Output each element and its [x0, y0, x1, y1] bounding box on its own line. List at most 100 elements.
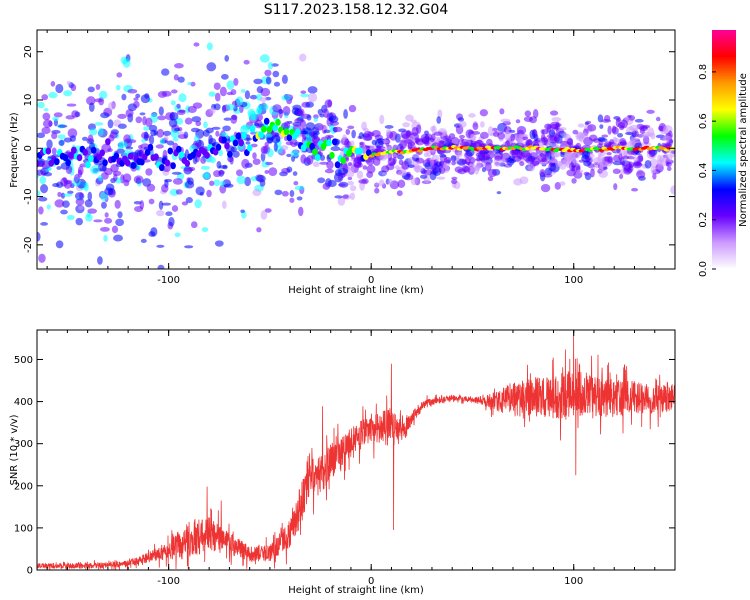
spectrogram-cell [544, 167, 553, 176]
spectrogram-ridge-cell [71, 146, 77, 154]
spectrogram-cell [401, 161, 410, 170]
spectrogram-cell [50, 81, 56, 87]
spectrogram-cell [648, 148, 656, 158]
spectrogram-cell [48, 91, 58, 99]
spectrogram-cell [636, 170, 646, 179]
spectrogram-cell [459, 134, 465, 139]
spectrogram-cell [43, 172, 53, 177]
spectrogram-cell [413, 165, 424, 173]
spectrogram-cell [66, 214, 75, 221]
spectrogram-cell [55, 83, 64, 94]
spectrogram-cell [104, 217, 113, 224]
spectrogram-cell [371, 129, 381, 138]
spectrogram-cell [214, 92, 221, 102]
spectrogram-ridge-cell [124, 159, 131, 167]
spectrogram-cell [638, 153, 644, 162]
spectrogram-cell [214, 240, 224, 247]
spectrogram-cell [113, 173, 118, 182]
spectrogram-cell [451, 176, 458, 181]
spectrogram-cell [87, 134, 94, 143]
spectrogram-cell [284, 121, 291, 130]
spectrogram-cell [405, 114, 414, 122]
spectrogram-cell [369, 148, 379, 153]
spectrogram-cell [571, 178, 577, 184]
spectrogram-cell [75, 198, 85, 206]
spectrogram-cell [184, 117, 193, 125]
spectrogram-cell [362, 165, 368, 170]
spectrogram-cell [487, 126, 494, 136]
spectrogram-cell [359, 141, 365, 146]
spectrogram-cell [259, 103, 269, 111]
spectrogram-cell [286, 166, 293, 173]
spectrogram-cell [418, 141, 423, 145]
spectrogram-cell [264, 133, 273, 138]
spectrogram-cell [522, 136, 529, 141]
spectrogram-cell [249, 94, 258, 100]
spectrogram-cell [107, 119, 114, 129]
spectrogram-cell [543, 173, 553, 178]
spectrogram-cell [644, 160, 652, 169]
spectrogram-cell [39, 175, 47, 185]
spectrogram-cell [624, 163, 634, 174]
spectrogram-cell [407, 164, 415, 168]
spectrogram-cell [481, 167, 487, 173]
spectrogram-cell [300, 154, 307, 164]
spectrogram-cell [173, 127, 181, 132]
spectrogram-cell [439, 153, 447, 158]
spectrogram-cell [236, 96, 244, 106]
spectrogram-cell [260, 210, 268, 220]
spectrogram-cell [613, 183, 618, 191]
spectrogram-cell [115, 218, 125, 227]
colorbar-tick-label: 0.6 [698, 113, 709, 129]
spectrogram-ridge-cell [295, 128, 301, 136]
spectrogram-cell [117, 211, 123, 219]
spectrogram-cell [229, 155, 234, 165]
spectrogram-ridge-cell [85, 161, 91, 169]
spectrogram-cell [66, 80, 72, 85]
spectrogram-cell [219, 86, 227, 97]
spectrogram-cell [52, 116, 59, 122]
spectrogram-cell [230, 114, 238, 124]
spectrogram-cell [307, 92, 318, 103]
spectrogram-cell [37, 231, 41, 242]
spectrogram-cell [46, 204, 51, 210]
spectrogram-cell [268, 167, 278, 176]
spectrogram-cell [647, 127, 655, 138]
spectrogram-cell [362, 135, 373, 141]
spectrogram-cell [400, 146, 405, 151]
spectrogram-cell [506, 157, 515, 166]
spectrogram-ridge-cell [238, 139, 244, 147]
spectrogram-cell [123, 134, 131, 144]
spectrogram-ridge-cell [153, 153, 159, 161]
spectrogram-cell [347, 162, 353, 167]
spectrogram-ridge-cell [178, 151, 185, 159]
spectrogram-cell [57, 191, 62, 198]
spectrogram-cell [358, 132, 364, 140]
spectrogram-cell [177, 133, 188, 139]
spectrogram-cell [639, 128, 645, 135]
spectrogram-cell [252, 189, 262, 197]
spectrogram-cell [349, 185, 357, 192]
spectrogram-ridge-cell [329, 151, 335, 159]
spectrogram-ridge-cell [272, 124, 278, 132]
spectrogram-cell [158, 106, 164, 116]
spectrogram-cell [67, 190, 74, 194]
spectrogram-cell [513, 178, 523, 186]
spectrogram-cell [457, 151, 463, 157]
spectrogram-cell [224, 54, 230, 62]
spectrogram-ridge-cell [170, 162, 176, 170]
spectrogram-cell [97, 256, 103, 265]
colorbar: 0.0 0.2 0.4 0.6 0.8 Normalized spectral ampl… [698, 30, 749, 277]
spectrogram-ridge-cell [167, 147, 174, 155]
spectrogram-cell [559, 181, 566, 186]
spectrogram-cell [90, 165, 100, 175]
spectrogram-cell [109, 131, 118, 139]
spectrogram-ridge-cell [326, 139, 332, 147]
spectrogram-cell [63, 90, 73, 97]
spectrogram-cell [289, 138, 298, 148]
spectrogram-cell [259, 97, 267, 102]
spectrogram-ridge-cell [564, 146, 571, 151]
spectrogram-cell [398, 170, 408, 176]
spectrogram-cell [296, 196, 303, 201]
spectrogram-cell [99, 90, 108, 100]
